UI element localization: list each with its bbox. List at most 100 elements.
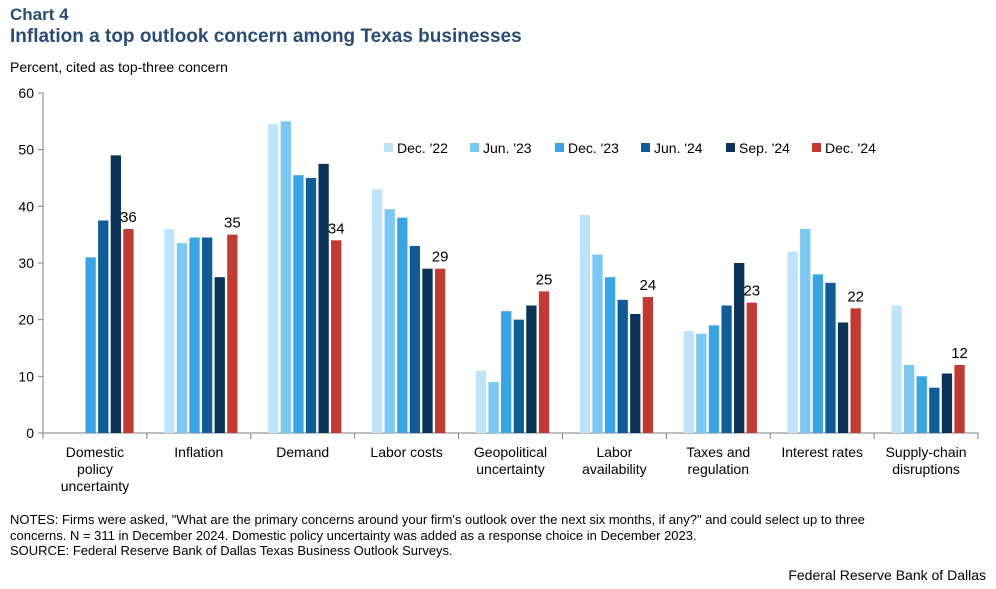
bar — [592, 254, 603, 433]
y-tick-label: 0 — [26, 425, 34, 441]
x-tick-label: Labor — [596, 444, 632, 460]
bar — [800, 229, 811, 433]
x-tick-label: Labor costs — [370, 444, 442, 460]
bar — [318, 163, 329, 434]
bar — [696, 333, 707, 433]
data-label: 25 — [536, 271, 553, 288]
x-tick-label: Inflation — [174, 444, 223, 460]
bar — [123, 229, 134, 433]
bar — [293, 175, 304, 433]
bar — [280, 121, 291, 433]
bar — [331, 240, 342, 433]
x-tick-label: regulation — [688, 461, 750, 477]
chart-title: Inflation a top outlook concern among Te… — [10, 26, 522, 47]
bar — [513, 319, 524, 433]
legend-entry: Dec. '22 — [397, 140, 448, 156]
source-line: SOURCE: Federal Reserve Bank of Dallas T… — [10, 543, 453, 558]
bar — [409, 246, 421, 433]
bar — [954, 365, 965, 433]
bar — [617, 299, 628, 433]
bar — [904, 365, 915, 433]
bar — [683, 331, 694, 433]
legend-entry: Dec. '23 — [568, 140, 619, 156]
bar — [787, 251, 798, 433]
notes-line: concerns. N = 311 in December 2024. Dome… — [10, 527, 697, 543]
bar — [164, 229, 175, 433]
y-axis-title: Percent, cited as top-three concern — [10, 59, 228, 75]
x-tick-label: uncertainty — [61, 478, 129, 494]
bar — [201, 237, 213, 433]
bar — [916, 376, 927, 433]
y-tick-label: 20 — [18, 312, 34, 328]
legend-entry: Jun. '24 — [654, 140, 703, 156]
legend-entry: Jun. '23 — [483, 140, 532, 156]
chart-label: Chart 4 — [10, 5, 69, 24]
bar — [397, 217, 408, 433]
bar — [538, 291, 550, 433]
credit: Federal Reserve Bank of Dallas — [788, 567, 986, 583]
legend-swatch — [384, 143, 393, 152]
x-tick-label: Supply-chain — [886, 444, 967, 460]
x-tick-label: disruptions — [892, 461, 960, 477]
bar — [98, 220, 109, 433]
legend-swatch — [812, 143, 821, 152]
data-label: 24 — [640, 277, 657, 294]
legend-swatch — [470, 143, 479, 152]
y-tick-label: 50 — [18, 142, 34, 158]
legend-swatch — [555, 143, 564, 152]
y-tick-label: 10 — [18, 368, 34, 384]
notes-line: NOTES: Firms were asked, "What are the p… — [10, 512, 865, 527]
legend-entry: Dec. '24 — [825, 140, 876, 156]
data-label: 29 — [432, 249, 449, 266]
bar — [708, 325, 720, 433]
y-tick-label: 40 — [18, 198, 34, 214]
bar — [604, 277, 616, 433]
bar — [214, 277, 225, 433]
legend-entry: Sep. '24 — [739, 140, 790, 156]
bar — [630, 314, 641, 433]
y-tick-label: 30 — [18, 255, 34, 271]
bar — [825, 282, 836, 433]
x-tick-label: Domestic — [66, 444, 124, 460]
bar — [941, 373, 953, 433]
bar — [837, 322, 849, 433]
bar — [422, 268, 433, 433]
bar — [746, 302, 757, 433]
bar — [371, 189, 383, 433]
bar — [642, 297, 654, 433]
bar — [189, 237, 200, 433]
bar — [891, 305, 902, 433]
bar — [501, 311, 512, 433]
x-tick-label: Interest rates — [781, 444, 863, 460]
bar — [850, 308, 861, 433]
data-label: 35 — [224, 215, 241, 232]
bar — [734, 263, 745, 433]
data-label: 34 — [328, 220, 345, 237]
data-label: 22 — [847, 288, 864, 305]
x-tick-label: Demand — [276, 444, 329, 460]
data-label: 36 — [120, 209, 137, 226]
bar — [434, 268, 446, 433]
bar — [929, 387, 940, 433]
x-tick-label: availability — [582, 461, 647, 477]
bar — [176, 243, 188, 433]
bar — [526, 305, 537, 433]
legend-swatch — [726, 143, 735, 152]
x-tick-label: Geopolitical — [474, 444, 547, 460]
bar — [488, 382, 499, 433]
bar — [85, 257, 96, 433]
bar — [721, 305, 732, 433]
bar — [812, 274, 824, 433]
bar — [305, 178, 317, 433]
bar — [579, 214, 591, 433]
x-tick-label: policy — [77, 461, 113, 477]
bar — [227, 234, 238, 433]
data-label: 23 — [743, 283, 760, 300]
bar — [475, 370, 487, 433]
notes: NOTES: Firms were asked, "What are the p… — [10, 512, 985, 559]
x-tick-label: Taxes and — [686, 444, 750, 460]
y-tick-label: 60 — [18, 85, 34, 101]
data-label: 12 — [951, 345, 968, 362]
bar — [268, 124, 279, 434]
